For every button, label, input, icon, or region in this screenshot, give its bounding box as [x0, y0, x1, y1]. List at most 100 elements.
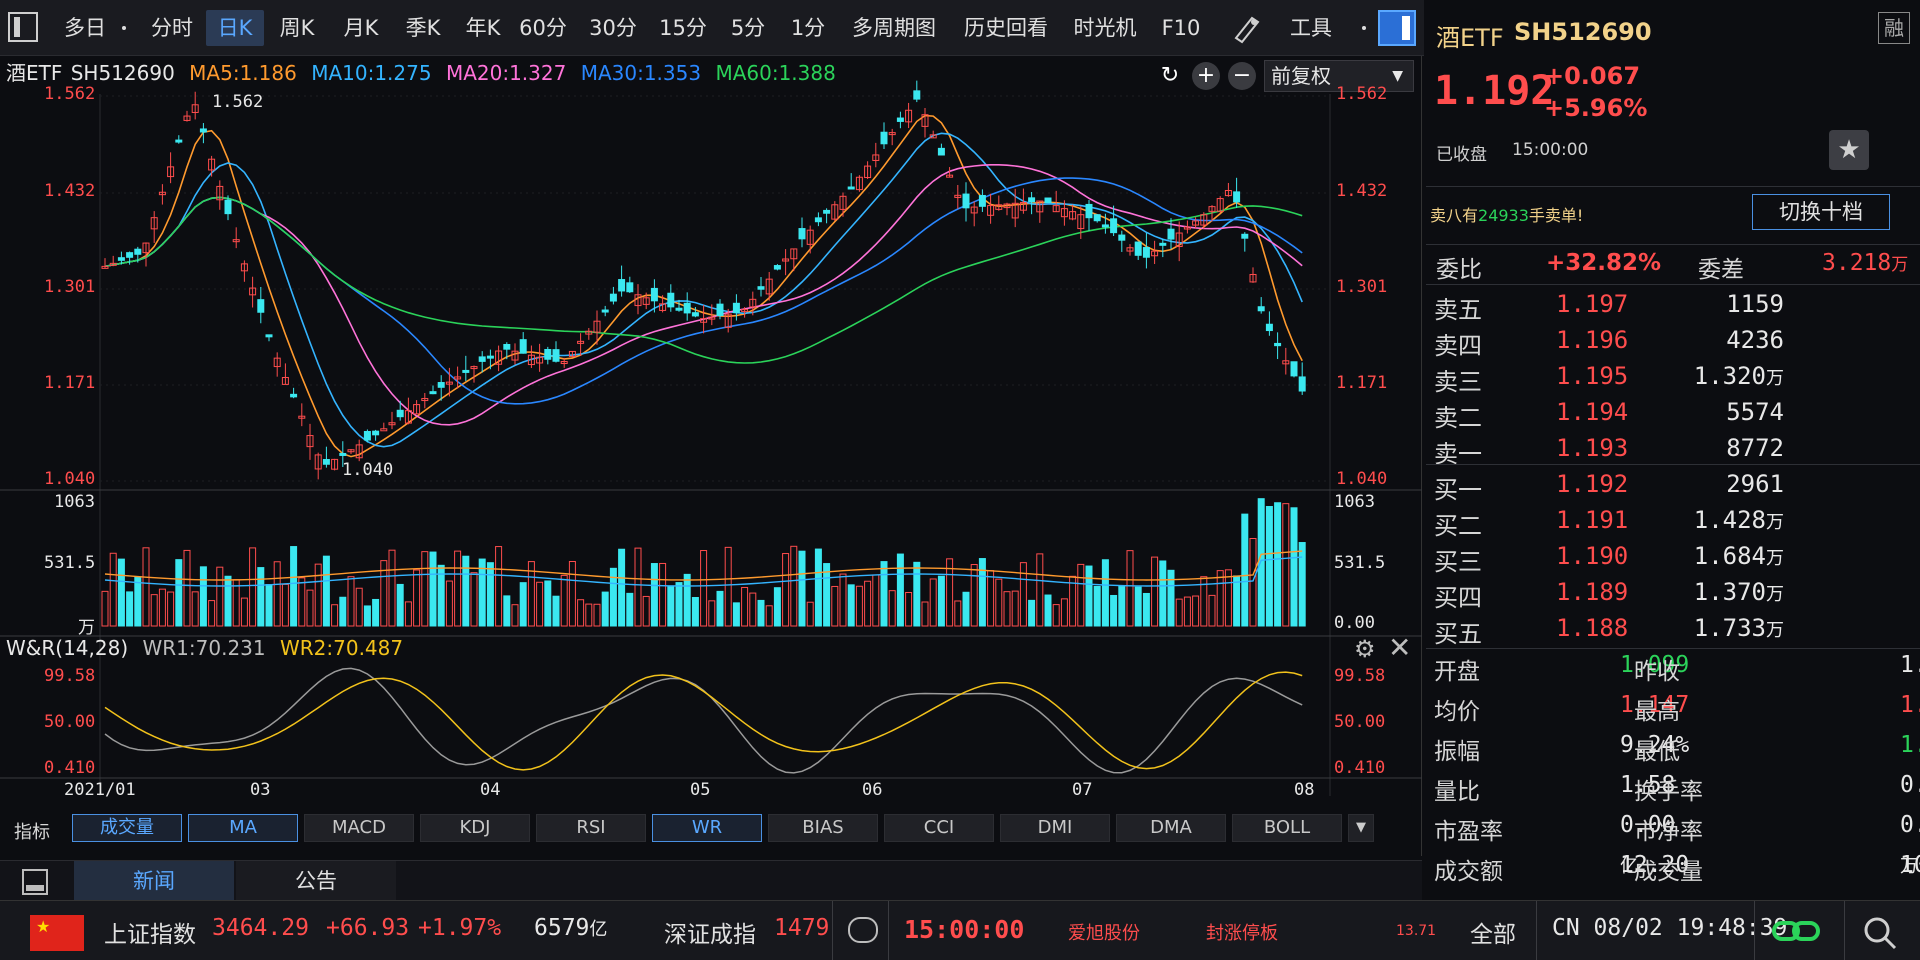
layout-toggle-icon[interactable] — [8, 12, 38, 42]
volume-bar — [1142, 592, 1150, 627]
tab-rsi[interactable]: RSI — [536, 814, 646, 842]
ask-row[interactable]: 卖五 1.197 1159 — [1434, 290, 1784, 324]
close-icon[interactable]: ✕ — [1388, 631, 1412, 664]
volume-bar — [281, 583, 289, 627]
volume-bar — [765, 605, 773, 627]
ask-row[interactable]: 卖三 1.195 1.320万 — [1434, 362, 1784, 396]
tab-daily-k[interactable]: 日K — [206, 10, 264, 46]
candle — [396, 409, 404, 418]
tab-1min[interactable]: 1分 — [790, 16, 826, 40]
draw-pen-icon[interactable] — [1228, 10, 1268, 46]
tab-bias[interactable]: BIAS — [768, 814, 878, 842]
panel-toggle-icon[interactable] — [1378, 10, 1416, 46]
candle — [1126, 247, 1134, 252]
tab-announcement[interactable]: 公告 — [236, 861, 396, 901]
volume-bar — [552, 595, 560, 627]
tab-f10[interactable]: F10 — [1161, 16, 1201, 40]
all-filter[interactable]: 全部 — [1470, 922, 1516, 948]
margin-badge[interactable]: 融 — [1878, 12, 1910, 44]
index1-name[interactable]: 上证指数 — [104, 922, 196, 948]
volume-bar — [1036, 553, 1044, 627]
volume-bar — [134, 576, 142, 627]
more-indicators-icon[interactable]: ▼ — [1348, 814, 1374, 842]
tab-monthly-k[interactable]: 月K — [343, 16, 379, 40]
candle — [913, 90, 921, 100]
volume-bar — [117, 558, 125, 627]
ticker-stock[interactable]: 爱旭股份 — [1068, 923, 1140, 944]
bid-row[interactable]: 买五 1.188 1.733万 — [1434, 614, 1784, 648]
switch-ten-level-button[interactable]: 切换十档 — [1752, 194, 1890, 230]
tab-multi-period[interactable]: 多周期图 — [852, 16, 936, 40]
search-icon[interactable] — [1860, 913, 1900, 953]
candle — [224, 199, 232, 215]
minimize-panel-icon[interactable] — [22, 869, 48, 895]
candle — [109, 262, 117, 266]
tab-history-review[interactable]: 历史回看 — [964, 16, 1048, 40]
tab-time-machine[interactable]: 时光机 — [1073, 16, 1137, 40]
candle — [208, 158, 216, 171]
wr2-label: WR2:70.487 — [279, 636, 404, 660]
bid-row[interactable]: 买一 1.192 2961 — [1434, 470, 1784, 504]
candle — [946, 174, 954, 178]
favorite-star-icon[interactable]: ★ — [1829, 130, 1869, 170]
volume-bar — [1265, 506, 1273, 627]
tab-boll[interactable]: BOLL — [1232, 814, 1342, 842]
ask-row[interactable]: 卖四 1.196 4236 — [1434, 326, 1784, 360]
index2-name[interactable]: 深证成指 — [664, 922, 756, 948]
bid-row[interactable]: 买三 1.190 1.684万 — [1434, 542, 1784, 576]
settings-gear-icon[interactable]: ⚙ — [1354, 635, 1376, 663]
tab-ma[interactable]: MA — [188, 814, 298, 842]
volume-bar — [486, 562, 494, 627]
tab-macd[interactable]: MACD — [304, 814, 414, 842]
big-order-alert[interactable]: 卖八有24933手卖单! — [1430, 206, 1584, 225]
tab-volume[interactable]: 成交量 — [72, 814, 182, 842]
candle — [454, 376, 462, 380]
ask-row[interactable]: 卖二 1.194 5574 — [1434, 398, 1784, 432]
volume-bar — [577, 599, 585, 627]
tools-menu[interactable]: 工具 — [1290, 16, 1332, 40]
wr1-label: WR1:70.231 — [142, 636, 266, 660]
candle — [1052, 205, 1060, 213]
volume-bar — [183, 549, 191, 627]
stat-label: 市净率 — [1634, 819, 1703, 845]
tab-wr[interactable]: WR — [652, 814, 762, 842]
adjust-mode-select[interactable]: 前复权 ▼ — [1264, 60, 1414, 92]
tab-dma[interactable]: DMA — [1116, 814, 1226, 842]
tab-5min[interactable]: 5分 — [730, 16, 766, 40]
tab-news[interactable]: 新闻 — [74, 861, 234, 901]
tab-kdj[interactable]: KDJ — [420, 814, 530, 842]
tab-15min[interactable]: 15分 — [659, 16, 707, 40]
tab-cci[interactable]: CCI — [884, 814, 994, 842]
tab-30min[interactable]: 30分 — [589, 16, 637, 40]
tab-dmi[interactable]: DMI — [1000, 814, 1110, 842]
bid-row[interactable]: 买二 1.191 1.428万 — [1434, 506, 1784, 540]
connection-link-icon[interactable] — [1768, 913, 1824, 949]
message-icon[interactable] — [848, 917, 878, 943]
wr-legend: W&R(14,28) WR1:70.231 WR2:70.487 — [6, 636, 411, 664]
volume-bar — [445, 580, 453, 627]
stat-label: 最高 — [1634, 699, 1680, 725]
price-tick-right: 1.562 — [1336, 84, 1388, 104]
index1-value: 3464.29 — [212, 915, 309, 941]
candle — [593, 320, 601, 333]
candle — [495, 350, 503, 365]
tab-quarterly-k[interactable]: 季K — [405, 16, 441, 40]
zoom-out-icon[interactable]: − — [1228, 62, 1256, 90]
volume-bar — [732, 602, 740, 627]
tab-multi-day[interactable]: 多日 — [64, 16, 106, 40]
quote-stock-code: SH512690 — [1514, 18, 1652, 46]
zoom-in-icon[interactable]: + — [1192, 62, 1220, 90]
bid-row[interactable]: 买四 1.189 1.370万 — [1434, 578, 1784, 612]
tab-weekly-k[interactable]: 周K — [279, 16, 315, 40]
tab-60min[interactable]: 60分 — [519, 16, 567, 40]
refresh-icon[interactable]: ↻ — [1160, 63, 1180, 88]
tab-yearly-k[interactable]: 年K — [465, 16, 501, 40]
ask-row[interactable]: 卖一 1.193 8772 — [1434, 434, 1784, 468]
volume-bar — [429, 551, 437, 627]
candle — [814, 217, 822, 223]
indicator-label: 指标 — [14, 822, 50, 843]
price-tick-right: 1.171 — [1336, 373, 1388, 393]
volume-bar — [306, 589, 314, 627]
tab-intraday[interactable]: 分时 — [151, 16, 193, 40]
